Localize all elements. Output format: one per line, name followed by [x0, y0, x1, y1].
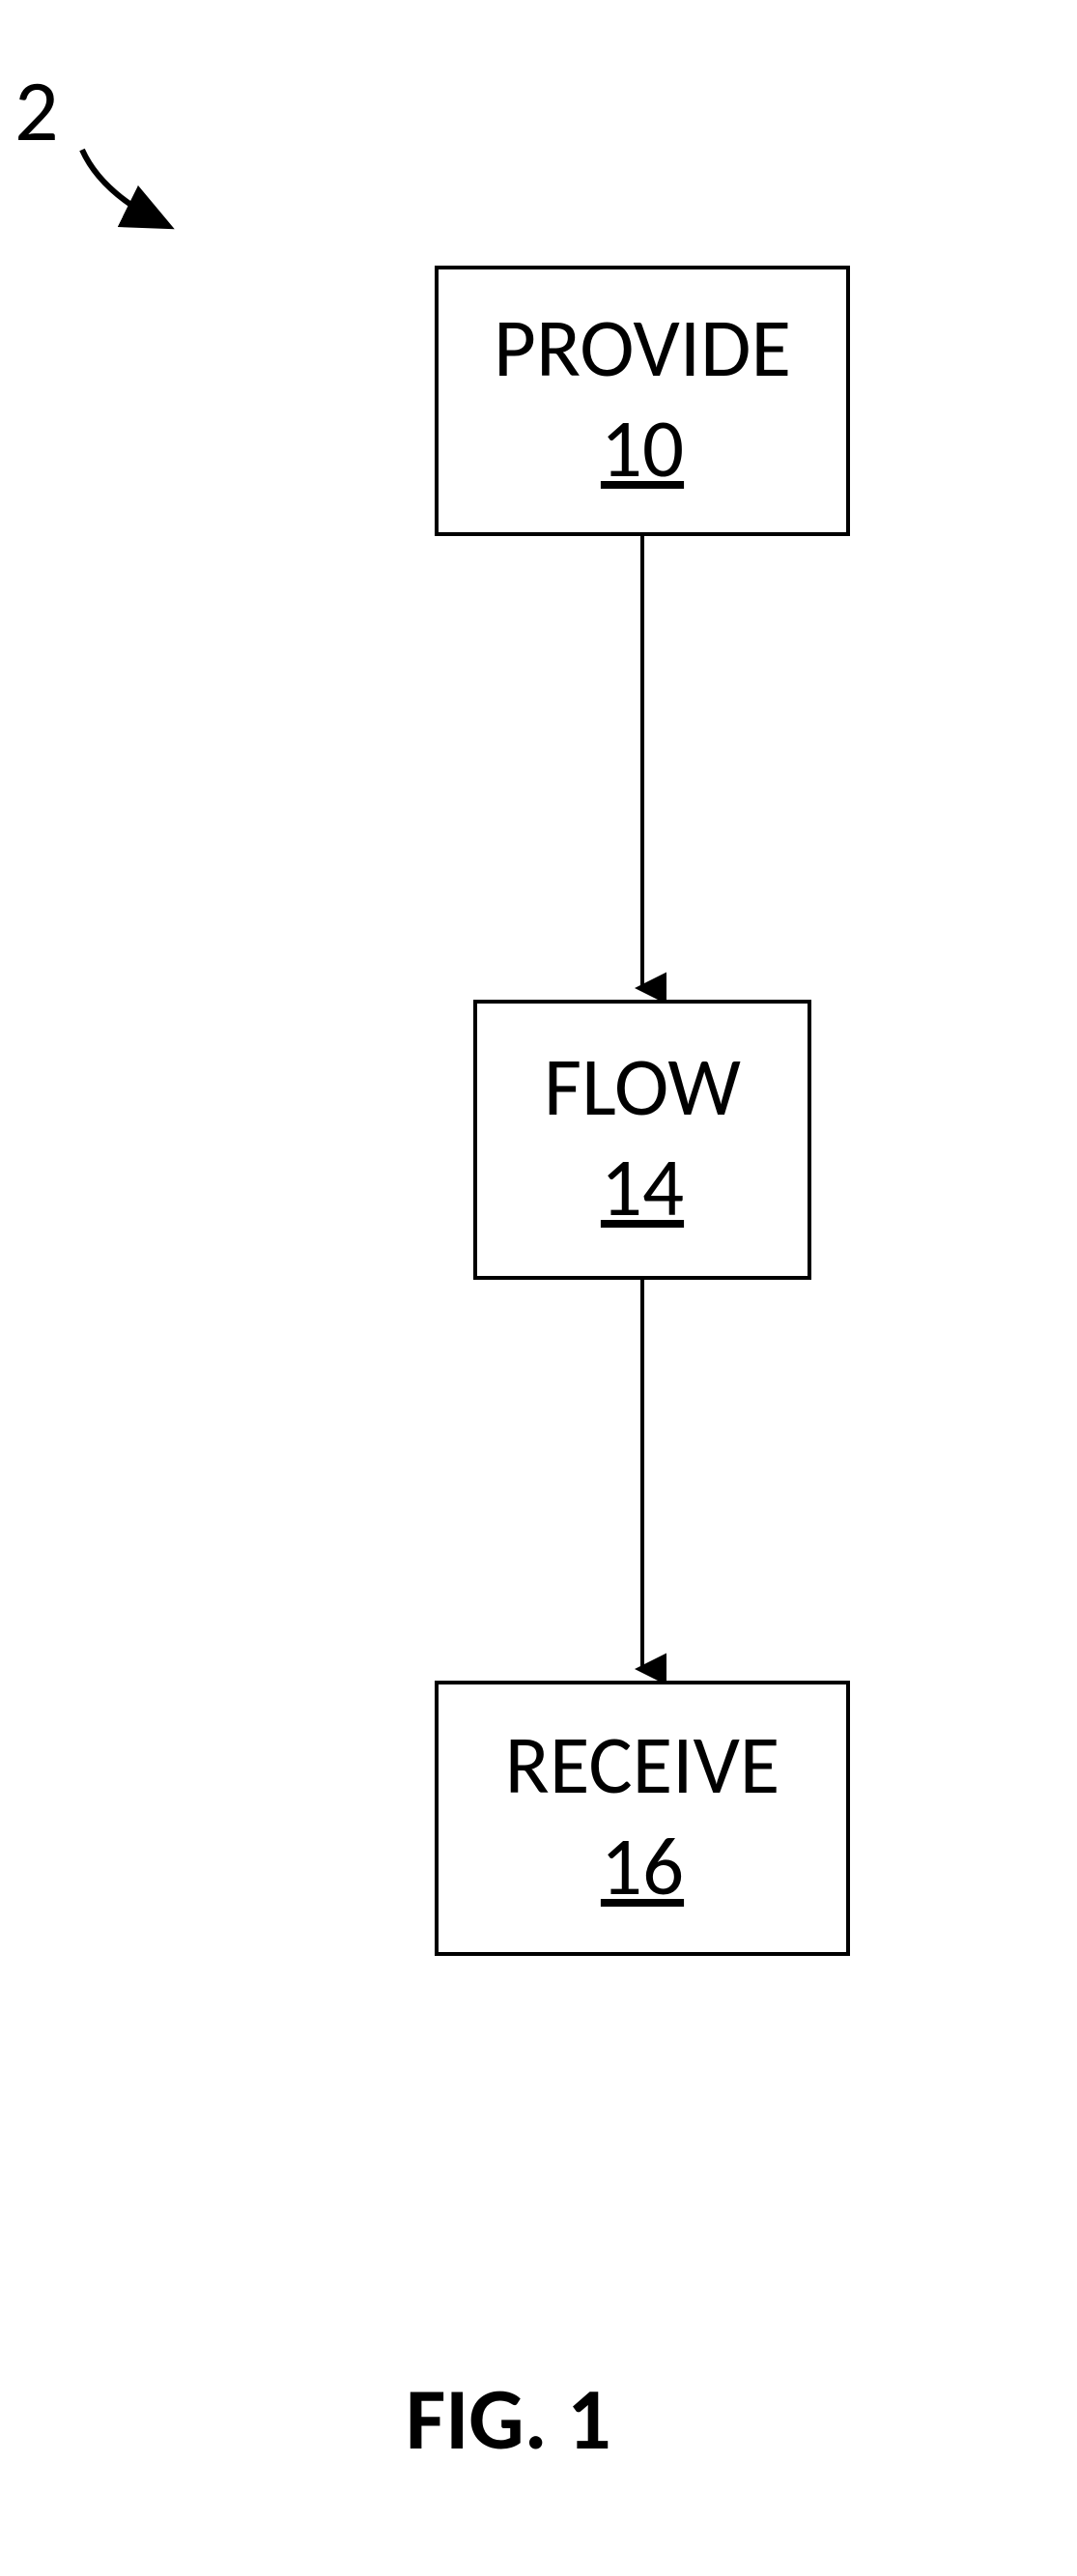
flowchart-node-receive: RECEIVE 16	[435, 1681, 850, 1956]
figure-caption: FIG. 1	[406, 2366, 611, 2473]
flowchart-node-flow: FLOW 14	[473, 1000, 811, 1280]
edge-provide-to-flow	[618, 536, 666, 1005]
edge-flow-to-receive	[618, 1280, 666, 1685]
flowchart-node-provide: PROVIDE 10	[435, 266, 850, 536]
node-label: FLOW	[544, 1042, 741, 1133]
node-number: 10	[601, 398, 684, 498]
node-label: PROVIDE	[494, 303, 791, 394]
node-label: RECEIVE	[505, 1720, 780, 1811]
node-number: 16	[601, 1816, 684, 1916]
reference-number: 2	[14, 58, 59, 164]
reference-arrow	[68, 135, 203, 251]
node-number: 14	[601, 1137, 684, 1237]
